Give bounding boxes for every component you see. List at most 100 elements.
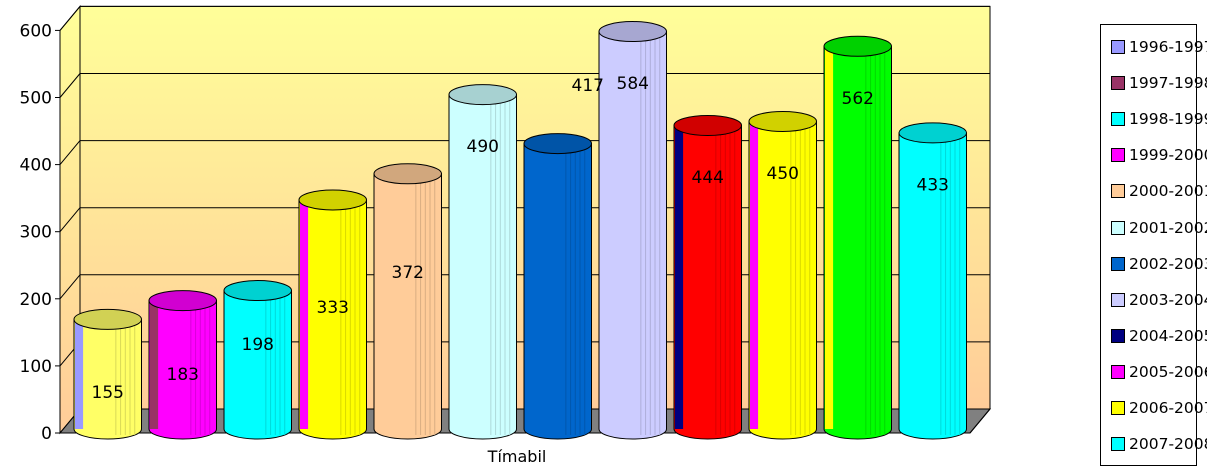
legend-swatch (1111, 256, 1125, 271)
bars (73, 21, 967, 440)
cylinder-body (298, 199, 367, 440)
data-label: 562 (842, 89, 874, 109)
cylinder-top (598, 21, 667, 43)
data-label: 417 (572, 76, 604, 96)
cylinder-bar (298, 189, 367, 440)
legend-label: 2005-2006 (1129, 362, 1207, 381)
cylinder-top (373, 163, 442, 185)
cylinder-accent (300, 199, 309, 429)
legend-item: 2003-2004 (1101, 282, 1207, 318)
cylinder-bar (373, 163, 442, 440)
legend-swatch (1111, 400, 1125, 415)
cylinder-bar (73, 308, 142, 440)
cylinder-top (523, 133, 592, 155)
cylinder-body (748, 120, 817, 440)
legend-item: 2001-2002 (1101, 209, 1207, 245)
cylinder-body (373, 173, 442, 440)
cylinder-body (673, 124, 742, 440)
cylinder-top (748, 110, 817, 132)
legend-swatch (1111, 292, 1125, 307)
x-axis-depth (969, 408, 991, 434)
legend-label: 2004-2005 (1129, 326, 1207, 345)
legend-swatch (1111, 220, 1125, 235)
y-tick-label: 500 (20, 89, 52, 109)
legend-swatch (1111, 40, 1125, 55)
data-label: 155 (92, 383, 124, 403)
legend-label: 1998-1999 (1129, 110, 1207, 129)
cylinder-bar (748, 110, 817, 440)
y-tick-label: 400 (20, 156, 52, 176)
cylinder-bar (448, 84, 517, 440)
cylinder-body (73, 318, 142, 440)
legend-swatch (1111, 184, 1125, 199)
data-label: 372 (392, 263, 424, 283)
cylinder-accent (600, 31, 609, 429)
axes: 0 100 200 300 400 500 600 (20, 21, 991, 444)
cylinder-accent (450, 94, 459, 430)
cylinder-accent (150, 300, 159, 429)
cylinder-accent (675, 125, 684, 429)
cylinder-body (898, 132, 967, 440)
cylinder-top (148, 290, 217, 312)
legend-item: 2006-2007 (1101, 390, 1207, 426)
cylinder-top (673, 114, 742, 136)
cylinder-accent (825, 46, 834, 429)
cylinder-bar (148, 290, 217, 440)
cylinder-body (523, 143, 592, 440)
legend-label: 2003-2004 (1129, 290, 1207, 309)
y-tick-label: 100 (20, 357, 52, 377)
legend-item: 2004-2005 (1101, 318, 1207, 354)
cylinder-body (223, 290, 292, 440)
cylinder-bar (598, 21, 667, 440)
cylinder-body (148, 300, 217, 440)
cylinder-top (448, 84, 517, 106)
legend-item: 1999-2000 (1101, 137, 1207, 173)
legend-swatch (1111, 328, 1125, 343)
data-label: 450 (767, 164, 799, 184)
cylinder-top (898, 122, 967, 144)
cylinder-bar (673, 114, 742, 440)
data-label: 183 (167, 365, 199, 385)
legend-label: 1997-1998 (1129, 74, 1207, 93)
cylinder-top (223, 280, 292, 302)
legend-item: 1998-1999 (1101, 101, 1207, 137)
y-tick-label: 200 (20, 290, 52, 310)
legend: 1996-1997 1997-1998 1998-1999 1999-2000 2000… (1100, 24, 1207, 466)
gridline-side (59, 207, 81, 233)
x-axis-title: Tímabil (487, 447, 547, 466)
gridline-side (59, 6, 81, 31)
legend-label: 2007-2008 (1129, 435, 1207, 454)
legend-swatch (1111, 437, 1125, 452)
cylinder-bar (223, 280, 292, 440)
cylinder-body (598, 31, 667, 440)
legend-item: 1997-1998 (1101, 65, 1207, 101)
data-label: 584 (617, 74, 649, 94)
gridline-side (59, 274, 81, 300)
legend-item: 2002-2003 (1101, 246, 1207, 282)
cylinder-accent (375, 173, 384, 429)
cylinder-body (823, 45, 892, 440)
gridline-side (59, 73, 81, 98)
cylinder-top (823, 35, 892, 57)
cylinder-bar (898, 122, 967, 440)
legend-label: 2000-2001 (1129, 182, 1207, 201)
legend-item: 2000-2001 (1101, 173, 1207, 209)
legend-item: 1996-1997 (1101, 29, 1207, 65)
cylinder-accent (75, 319, 84, 429)
legend-swatch (1111, 76, 1125, 91)
data-label: 490 (467, 137, 499, 157)
legend-swatch (1111, 364, 1125, 379)
legend-label: 2002-2003 (1129, 254, 1207, 273)
legend-label: 1996-1997 (1129, 38, 1207, 57)
bar-chart: 0 100 200 300 400 500 600 155 183 198 333 372 490 41… (20, 5, 992, 466)
cylinder-bar (523, 133, 592, 440)
legend-item: 2005-2006 (1101, 354, 1207, 390)
cylinder-accent (750, 121, 759, 429)
cylinder-top (73, 308, 142, 330)
cylinder-accent (525, 143, 534, 429)
legend-swatch (1111, 148, 1125, 163)
legend-label: 2006-2007 (1129, 398, 1207, 417)
gridline-side (59, 140, 81, 165)
legend-swatch (1111, 112, 1125, 127)
y-tick-label: 300 (20, 223, 52, 243)
